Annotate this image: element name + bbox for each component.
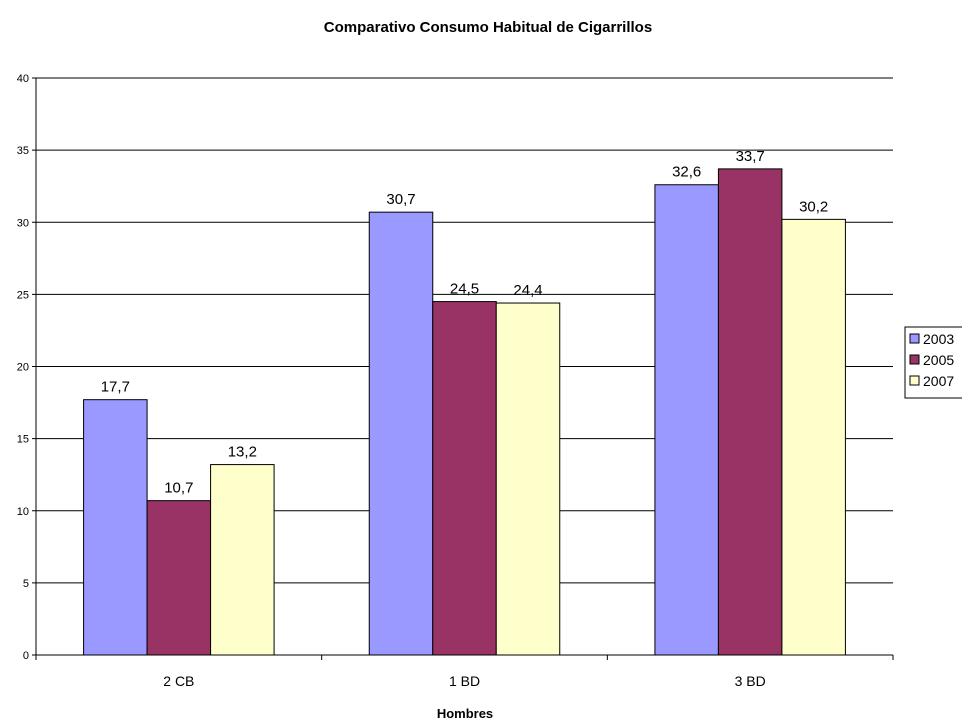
bar-2007-2-cb [210, 464, 275, 656]
y-tick-label: 20 [17, 362, 29, 374]
data-label: 10,7 [164, 480, 193, 497]
legend-swatch [909, 333, 920, 344]
data-label: 24,5 [450, 281, 479, 298]
y-tick-label: 0 [23, 650, 29, 662]
data-label: 32,6 [672, 164, 701, 181]
x-axis-label: Hombres [437, 706, 493, 720]
bar-2003-3-bd [654, 184, 719, 656]
data-label: 13,2 [228, 444, 257, 461]
bar-2003-2-cb [83, 399, 148, 656]
bar-2005-1-bd [432, 301, 497, 656]
legend-label: 2003 [923, 331, 954, 347]
x-tick-label: 2 CB [163, 673, 194, 689]
data-label: 33,7 [736, 148, 765, 165]
data-labels: 17,7 30,7 32,6 10,7 24,5 33,7 13,2 24,4 30,2 [101, 148, 829, 497]
data-label: 30,2 [799, 198, 828, 215]
y-tick-label: 5 [23, 578, 29, 590]
x-tick-label: 1 BD [449, 673, 480, 689]
x-tick-label: 3 BD [735, 673, 766, 689]
y-tick-label: 25 [17, 289, 29, 301]
y-tick-label: 35 [17, 145, 29, 157]
bar-2003-1-bd [368, 211, 434, 656]
y-axis-ticks: 0 5 10 15 20 25 30 35 40 [17, 73, 36, 662]
y-tick-label: 40 [17, 73, 29, 85]
y-tick-label: 15 [17, 434, 29, 446]
bar-2005-2-cb [146, 500, 212, 656]
legend-swatch [909, 375, 920, 386]
x-axis-ticks: 2 CB 1 BD 3 BD [35, 655, 894, 689]
data-label: 30,7 [386, 191, 415, 208]
legend-swatch [909, 354, 920, 365]
y-tick-label: 10 [17, 506, 29, 518]
legend-label: 2005 [923, 352, 954, 368]
y-tick-label: 30 [17, 217, 29, 229]
chart-title: Comparativo Consumo Habitual de Cigarril… [324, 19, 652, 36]
bars [83, 168, 846, 656]
data-label: 24,4 [513, 282, 542, 299]
bar-2005-3-bd [717, 168, 783, 656]
bar-2007-3-bd [781, 218, 846, 656]
bar-2007-1-bd [495, 302, 561, 656]
legend-label: 2007 [923, 373, 954, 389]
data-label: 17,7 [101, 379, 130, 396]
legend: 2003 2005 2007 [904, 326, 962, 399]
